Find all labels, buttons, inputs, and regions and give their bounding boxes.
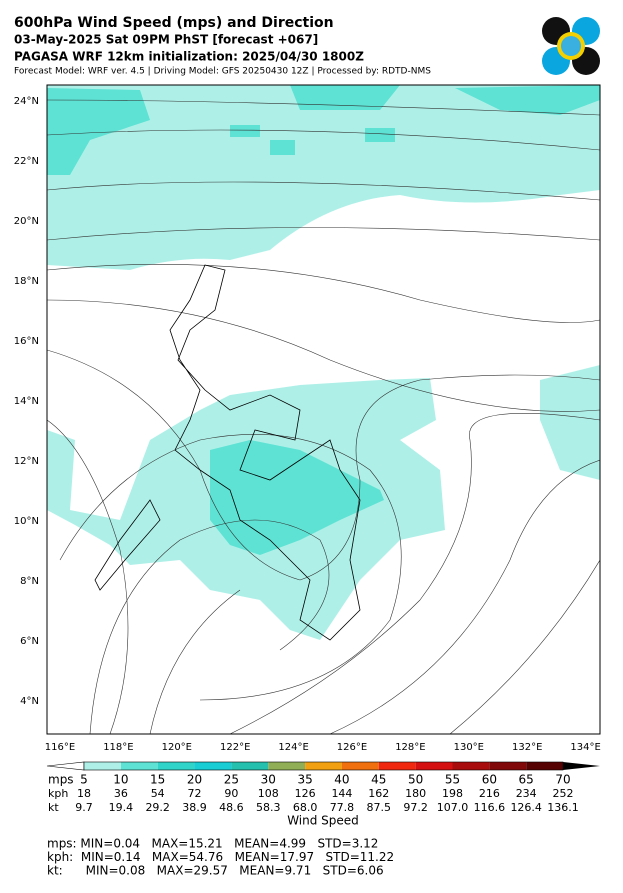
colorbar-label: 36 [114,787,128,800]
title: 600hPa Wind Speed (mps) and Direction [14,15,334,31]
logo [542,17,600,75]
lon-label: 128°E [395,742,425,753]
colorbar-segment [231,762,269,770]
colorbar-label: 87.5 [367,801,392,814]
colorbar-segment [268,762,306,770]
colorbar-segment [341,762,379,770]
lat-label: 20°N [14,216,39,227]
colorbar-label: 97.2 [403,801,428,814]
lat-label: 8°N [20,576,39,587]
colorbar-label: 77.8 [330,801,355,814]
lon-label: 132°E [512,742,542,753]
colorbar-label: 29.2 [145,801,170,814]
colorbar-segment [120,762,158,770]
lon-label: 126°E [337,742,367,753]
colorbar-segment [194,762,232,770]
model-line: Forecast Model: WRF ver. 4.5 | Driving M… [14,67,431,77]
lat-label: 24°N [14,96,39,107]
colorbar-label: 40 [334,773,349,787]
colorbar-label: 126.4 [510,801,542,814]
colorbar-label: 48.6 [219,801,244,814]
colorbar-end-low [46,761,85,771]
colorbar-segment [452,762,490,770]
stats-line: kt: MIN=0.08 MAX=29.57 MEAN=9.71 STD=6.0… [47,864,384,878]
init-line: PAGASA WRF 12km initialization: 2025/04/… [14,50,364,64]
colorbar-label: 68.0 [293,801,318,814]
lat-label: 18°N [14,276,39,287]
colorbar-segment [526,762,564,770]
lat-label: 4°N [20,696,39,707]
colorbar-label: 19.4 [109,801,134,814]
colorbar-label: 9.7 [75,801,93,814]
map-frame [46,84,601,735]
lon-label: 116°E [45,742,75,753]
colorbar-label: 60 [482,773,497,787]
colorbar-segment [84,762,121,770]
colorbar-label: 180 [405,787,426,800]
colorbar-title: Wind Speed [287,814,359,828]
stats-line: mps: MIN=0.04 MAX=15.21 MEAN=4.99 STD=3.… [47,837,378,851]
unit-label: kt [48,801,59,814]
lon-label: 120°E [162,742,192,753]
colorbar-label: 10 [113,773,128,787]
colorbar-label: 126 [295,787,316,800]
lon-label: 122°E [220,742,250,753]
colorbar-label: 144 [331,787,352,800]
lat-label: 12°N [14,456,39,467]
colorbar-label: 198 [442,787,463,800]
colorbar-label: 30 [261,773,276,787]
colorbar-label: 70 [555,773,570,787]
lat-label: 10°N [14,516,39,527]
colorbar-label: 18 [77,787,91,800]
colorbar-end-high [563,762,600,770]
colorbar-segment [415,762,453,770]
colorbar-label: 234 [516,787,537,800]
colorbar-label: 54 [151,787,165,800]
unit-label: kph [48,787,68,800]
colorbar-label: 216 [479,787,500,800]
colorbar-label: 50 [408,773,423,787]
colorbar-label: 38.9 [182,801,207,814]
colorbar-label: 162 [368,787,389,800]
stats-line: kph: MIN=0.14 MAX=54.76 MEAN=17.97 STD=1… [47,850,394,864]
lat-label: 22°N [14,156,39,167]
lon-label: 124°E [278,742,308,753]
colorbar-segment [157,762,195,770]
lat-label: 6°N [20,636,39,647]
colorbar-label: 65 [519,773,534,787]
colorbar-frame [83,761,564,771]
colorbar-label: 90 [224,787,238,800]
colorbar-label: 136.1 [547,801,579,814]
colorbar-segment [489,762,527,770]
subtitle: 03-May-2025 Sat 09PM PhST [forecast +067… [14,33,318,47]
lat-label: 16°N [14,336,39,347]
unit-label: mps [48,773,74,787]
colorbar-label: 58.3 [256,801,281,814]
colorbar-label: 252 [553,787,574,800]
colorbar-label: 116.6 [474,801,506,814]
colorbar-label: 5 [80,773,88,787]
colorbar-label: 25 [224,773,239,787]
lon-label: 130°E [454,742,484,753]
colorbar-label: 35 [297,773,312,787]
colorbar-segment [378,762,416,770]
lat-label: 14°N [14,396,39,407]
lon-label: 118°E [103,742,133,753]
colorbar-label: 72 [188,787,202,800]
lon-label: 134°E [570,742,600,753]
colorbar-segment [305,762,342,770]
colorbar-label: 15 [150,773,165,787]
colorbar-label: 55 [445,773,460,787]
colorbar-label: 108 [258,787,279,800]
colorbar-label: 20 [187,773,202,787]
colorbar-label: 45 [371,773,386,787]
map [47,85,600,734]
colorbar-label: 107.0 [437,801,469,814]
